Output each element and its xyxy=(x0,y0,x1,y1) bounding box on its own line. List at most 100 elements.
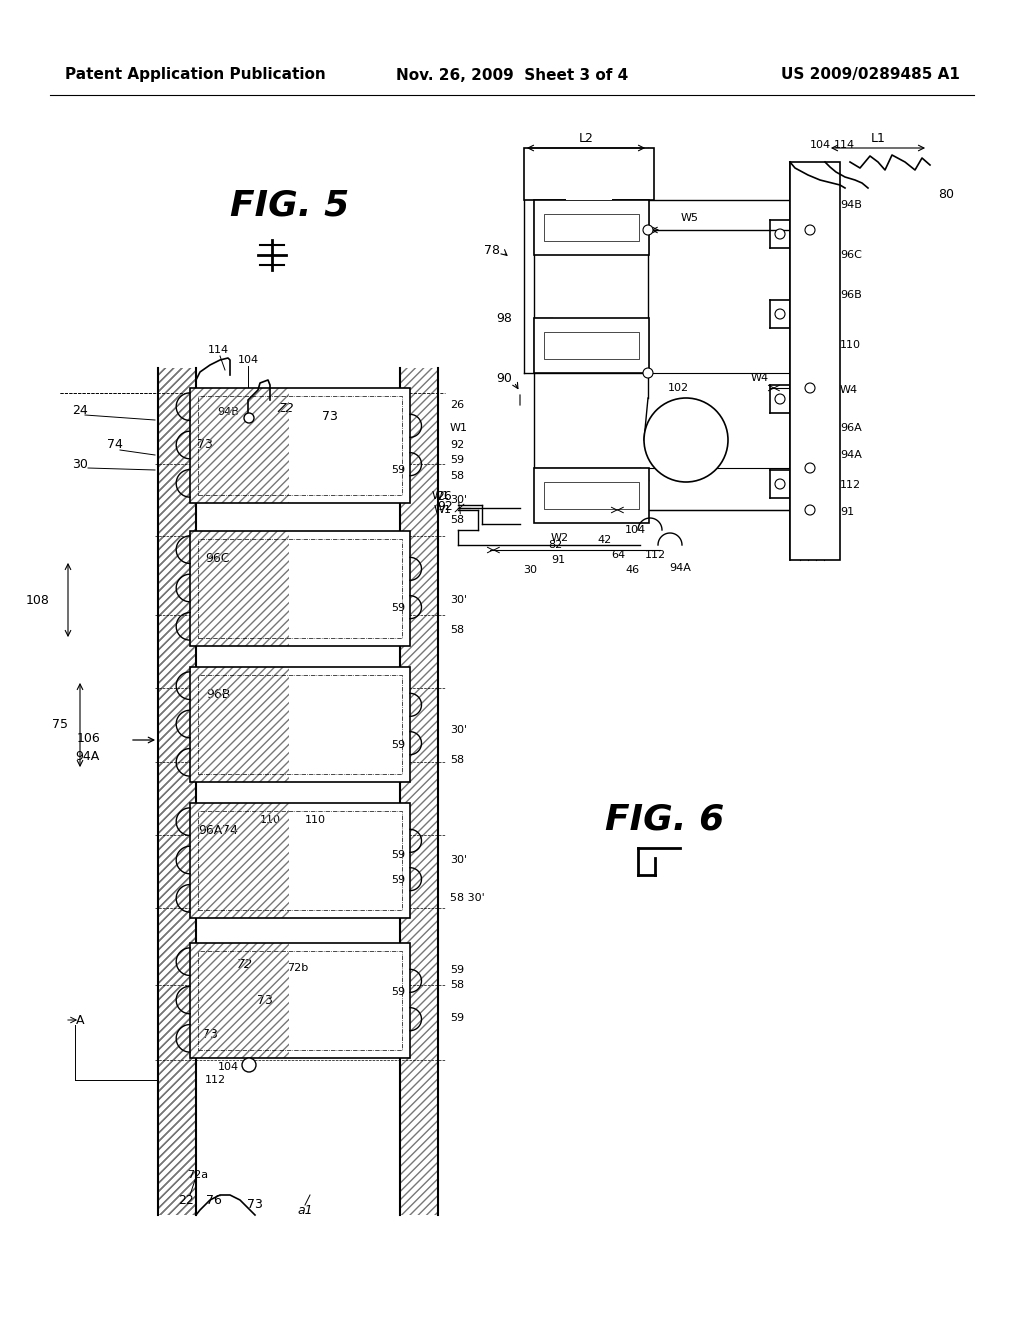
Bar xyxy=(190,942,410,1057)
Text: 96B: 96B xyxy=(206,689,230,701)
Text: 96A: 96A xyxy=(840,422,862,433)
Text: 94B: 94B xyxy=(217,407,239,417)
Bar xyxy=(190,388,410,503)
Bar xyxy=(190,531,410,645)
Text: 73: 73 xyxy=(323,409,338,422)
Circle shape xyxy=(805,463,815,473)
Text: 96C: 96C xyxy=(206,552,230,565)
Text: 58: 58 xyxy=(450,755,464,766)
Circle shape xyxy=(643,368,653,378)
Text: 22: 22 xyxy=(178,1193,194,1206)
Bar xyxy=(534,318,649,374)
Text: 94B: 94B xyxy=(840,201,862,210)
Circle shape xyxy=(775,309,785,319)
Bar xyxy=(190,531,289,645)
Text: W4: W4 xyxy=(840,385,858,395)
Text: 112: 112 xyxy=(205,1074,225,1085)
Bar xyxy=(190,942,410,1057)
Text: 94A: 94A xyxy=(76,750,100,763)
Text: 90: 90 xyxy=(496,371,512,384)
Bar xyxy=(198,675,402,774)
Text: 94A: 94A xyxy=(840,450,862,459)
Text: 59: 59 xyxy=(450,1012,464,1023)
Bar xyxy=(190,388,410,503)
Text: 104: 104 xyxy=(238,355,259,366)
Text: 118: 118 xyxy=(676,436,696,445)
Text: 91: 91 xyxy=(551,554,565,565)
Bar xyxy=(190,803,289,917)
Bar xyxy=(524,148,654,201)
Text: 59: 59 xyxy=(391,465,406,475)
Bar xyxy=(190,803,410,917)
Text: 116: 116 xyxy=(630,475,650,484)
Bar xyxy=(534,469,649,523)
Text: 102: 102 xyxy=(668,383,688,393)
Circle shape xyxy=(775,393,785,404)
Text: 73: 73 xyxy=(247,1199,263,1212)
Text: 96B: 96B xyxy=(840,290,862,300)
Text: 84: 84 xyxy=(581,162,597,176)
Text: 110: 110 xyxy=(259,814,281,825)
Bar xyxy=(190,667,410,781)
Bar xyxy=(544,331,639,359)
Text: 59: 59 xyxy=(391,987,406,997)
Circle shape xyxy=(805,383,815,393)
Circle shape xyxy=(805,506,815,515)
Text: 58 30': 58 30' xyxy=(450,894,484,903)
Bar xyxy=(198,539,402,638)
Bar xyxy=(400,368,438,1214)
Text: 46: 46 xyxy=(625,565,639,576)
Text: 30': 30' xyxy=(450,725,467,735)
Text: 86: 86 xyxy=(584,339,599,352)
Text: 104: 104 xyxy=(217,1063,239,1072)
Text: 112: 112 xyxy=(644,550,666,560)
Text: 73: 73 xyxy=(257,994,273,1006)
Text: 73: 73 xyxy=(202,1028,218,1041)
Bar xyxy=(190,803,410,917)
Text: 112: 112 xyxy=(840,480,861,490)
Text: 82: 82 xyxy=(548,540,562,550)
Text: W1: W1 xyxy=(450,422,468,433)
Bar xyxy=(190,942,289,1057)
Text: 76: 76 xyxy=(206,1193,222,1206)
Text: FIG. 6: FIG. 6 xyxy=(605,803,725,837)
Text: Z2: Z2 xyxy=(278,401,294,414)
Text: W5: W5 xyxy=(681,213,699,223)
Circle shape xyxy=(775,228,785,239)
Text: 92: 92 xyxy=(450,440,464,450)
Text: 58: 58 xyxy=(450,471,464,480)
Text: 30': 30' xyxy=(450,855,467,865)
Text: 104: 104 xyxy=(809,140,830,150)
Bar xyxy=(190,531,410,645)
Bar xyxy=(190,667,410,781)
Text: 91: 91 xyxy=(840,507,854,517)
Text: 88: 88 xyxy=(584,488,599,502)
Text: 108: 108 xyxy=(27,594,50,606)
Text: 98: 98 xyxy=(496,312,512,325)
Text: 73: 73 xyxy=(197,438,213,451)
Text: 110: 110 xyxy=(840,341,861,350)
Text: 110: 110 xyxy=(304,814,326,825)
Bar xyxy=(544,214,639,242)
Text: L1: L1 xyxy=(870,132,886,144)
Text: 42: 42 xyxy=(598,535,612,545)
Text: 26: 26 xyxy=(436,491,452,503)
Bar xyxy=(566,177,611,201)
Text: 30: 30 xyxy=(72,458,88,471)
Text: 26: 26 xyxy=(450,400,464,411)
Text: 64: 64 xyxy=(611,550,625,560)
Text: 96A: 96A xyxy=(198,824,222,837)
Text: 74: 74 xyxy=(108,438,123,451)
Circle shape xyxy=(775,479,785,488)
Text: 59: 59 xyxy=(391,875,406,884)
Bar xyxy=(198,810,402,909)
Circle shape xyxy=(644,399,728,482)
Text: 30': 30' xyxy=(450,495,467,506)
Text: 96C: 96C xyxy=(840,249,862,260)
Text: 30: 30 xyxy=(523,565,537,576)
Text: A: A xyxy=(76,1014,84,1027)
Circle shape xyxy=(242,1059,256,1072)
Bar xyxy=(158,368,196,1214)
Text: 58: 58 xyxy=(450,515,464,525)
Text: 100: 100 xyxy=(580,220,603,234)
